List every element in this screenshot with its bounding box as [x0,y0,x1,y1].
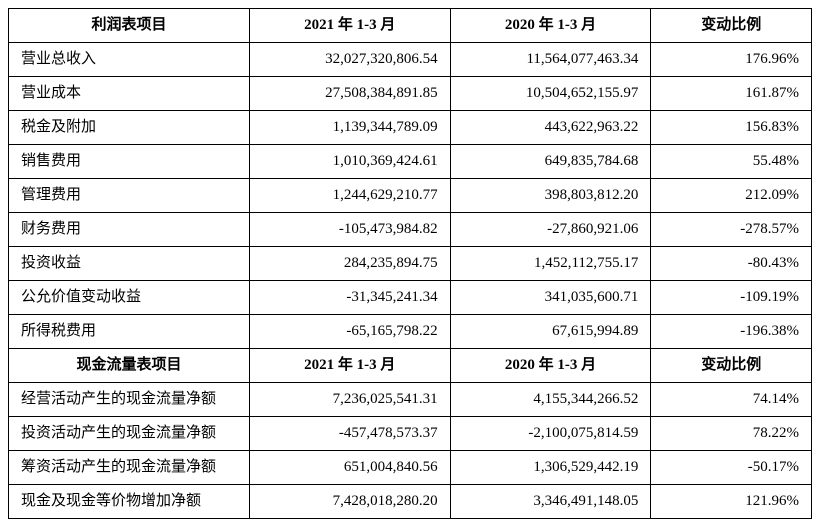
row-change: 74.14% [651,383,812,417]
table-row: 营业总收入 32,027,320,806.54 11,564,077,463.3… [9,43,812,77]
row-label: 税金及附加 [9,111,250,145]
row-label: 经营活动产生的现金流量净额 [9,383,250,417]
table-row: 税金及附加 1,139,344,789.09 443,622,963.22 15… [9,111,812,145]
row-label: 现金及现金等价物增加净额 [9,485,250,519]
row-change: -278.57% [651,213,812,247]
row-value-2020: 3,346,491,148.05 [450,485,651,519]
row-label: 营业成本 [9,77,250,111]
row-value-2020: -27,860,921.06 [450,213,651,247]
row-value-2021: 27,508,384,891.85 [249,77,450,111]
row-label: 营业总收入 [9,43,250,77]
row-value-2021: 1,010,369,424.61 [249,145,450,179]
header-period-2020: 2020 年 1-3 月 [450,349,651,383]
table-body: 利润表项目 2021 年 1-3 月 2020 年 1-3 月 变动比例 营业总… [9,9,812,519]
row-change: -196.38% [651,315,812,349]
row-value-2020: -2,100,075,814.59 [450,417,651,451]
table-row: 筹资活动产生的现金流量净额 651,004,840.56 1,306,529,4… [9,451,812,485]
header-period-2021: 2021 年 1-3 月 [249,9,450,43]
row-label: 筹资活动产生的现金流量净额 [9,451,250,485]
table-row: 销售费用 1,010,369,424.61 649,835,784.68 55.… [9,145,812,179]
row-value-2021: 1,139,344,789.09 [249,111,450,145]
row-value-2020: 1,306,529,442.19 [450,451,651,485]
row-change: 176.96% [651,43,812,77]
table-row: 公允价值变动收益 -31,345,241.34 341,035,600.71 -… [9,281,812,315]
row-change: 212.09% [651,179,812,213]
row-value-2020: 10,504,652,155.97 [450,77,651,111]
header-period-2020: 2020 年 1-3 月 [450,9,651,43]
row-label: 所得税费用 [9,315,250,349]
row-value-2021: -457,478,573.37 [249,417,450,451]
row-value-2021: -31,345,241.34 [249,281,450,315]
row-value-2020: 443,622,963.22 [450,111,651,145]
section2-header-row: 现金流量表项目 2021 年 1-3 月 2020 年 1-3 月 变动比例 [9,349,812,383]
row-value-2021: -65,165,798.22 [249,315,450,349]
table-row: 现金及现金等价物增加净额 7,428,018,280.20 3,346,491,… [9,485,812,519]
row-change: -109.19% [651,281,812,315]
header-change-ratio: 变动比例 [651,9,812,43]
row-change: 121.96% [651,485,812,519]
row-label: 公允价值变动收益 [9,281,250,315]
row-change: 161.87% [651,77,812,111]
table-row: 所得税费用 -65,165,798.22 67,615,994.89 -196.… [9,315,812,349]
row-label: 投资收益 [9,247,250,281]
row-change: 55.48% [651,145,812,179]
row-label: 管理费用 [9,179,250,213]
row-value-2021: 32,027,320,806.54 [249,43,450,77]
row-value-2021: 651,004,840.56 [249,451,450,485]
row-value-2021: 7,428,018,280.20 [249,485,450,519]
row-value-2021: -105,473,984.82 [249,213,450,247]
row-value-2020: 67,615,994.89 [450,315,651,349]
row-label: 投资活动产生的现金流量净额 [9,417,250,451]
row-value-2020: 4,155,344,266.52 [450,383,651,417]
table-row: 管理费用 1,244,629,210.77 398,803,812.20 212… [9,179,812,213]
financial-table: 利润表项目 2021 年 1-3 月 2020 年 1-3 月 变动比例 营业总… [8,8,812,519]
header-period-2021: 2021 年 1-3 月 [249,349,450,383]
table-row: 投资收益 284,235,894.75 1,452,112,755.17 -80… [9,247,812,281]
header-change-ratio: 变动比例 [651,349,812,383]
row-change: 156.83% [651,111,812,145]
row-value-2021: 7,236,025,541.31 [249,383,450,417]
header-item-name: 现金流量表项目 [9,349,250,383]
table-row: 营业成本 27,508,384,891.85 10,504,652,155.97… [9,77,812,111]
row-value-2020: 649,835,784.68 [450,145,651,179]
row-value-2020: 341,035,600.71 [450,281,651,315]
header-item-name: 利润表项目 [9,9,250,43]
row-value-2021: 284,235,894.75 [249,247,450,281]
row-change: -80.43% [651,247,812,281]
table-row: 投资活动产生的现金流量净额 -457,478,573.37 -2,100,075… [9,417,812,451]
section1-header-row: 利润表项目 2021 年 1-3 月 2020 年 1-3 月 变动比例 [9,9,812,43]
row-value-2020: 398,803,812.20 [450,179,651,213]
row-value-2020: 1,452,112,755.17 [450,247,651,281]
table-row: 经营活动产生的现金流量净额 7,236,025,541.31 4,155,344… [9,383,812,417]
table-row: 财务费用 -105,473,984.82 -27,860,921.06 -278… [9,213,812,247]
row-label: 销售费用 [9,145,250,179]
row-value-2020: 11,564,077,463.34 [450,43,651,77]
row-change: 78.22% [651,417,812,451]
row-value-2021: 1,244,629,210.77 [249,179,450,213]
row-change: -50.17% [651,451,812,485]
row-label: 财务费用 [9,213,250,247]
